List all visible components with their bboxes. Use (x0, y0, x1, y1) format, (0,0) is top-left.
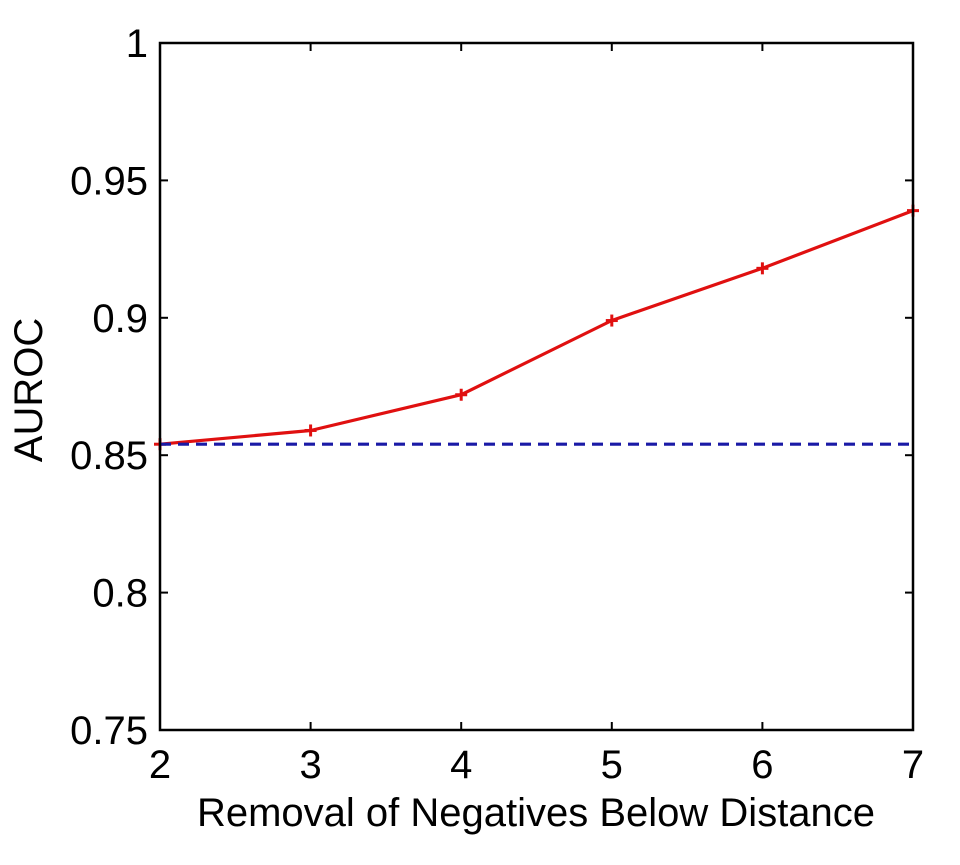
x-tick-label: 7 (902, 743, 924, 787)
data-point-marker (304, 424, 317, 437)
tick-labels: 2 3 4 5 6 7 0.75 0.8 0.85 0.9 0.95 1 (70, 22, 924, 787)
x-tick-label: 4 (450, 743, 472, 787)
y-axis-label: AUROC (7, 318, 51, 462)
data-point-marker (756, 262, 769, 275)
x-tick-label: 3 (299, 743, 321, 787)
data-point-marker (455, 388, 468, 401)
data-point-marker (605, 314, 618, 327)
y-tick-label: 0.95 (70, 159, 148, 203)
y-tick-label: 0.75 (70, 709, 148, 753)
x-tick-label: 5 (601, 743, 623, 787)
x-axis-label: Removal of Negatives Below Distance (197, 791, 875, 835)
y-tick-label: 0.9 (92, 297, 148, 341)
x-tick-label: 2 (149, 743, 171, 787)
y-tick-label: 0.85 (70, 434, 148, 478)
plot-area (160, 43, 913, 730)
x-tick-label: 6 (751, 743, 773, 787)
y-tick-label: 1 (126, 22, 148, 66)
plot-frame (158, 41, 915, 732)
y-tick-label: 0.8 (92, 572, 148, 616)
auroc-series-line (159, 209, 914, 446)
